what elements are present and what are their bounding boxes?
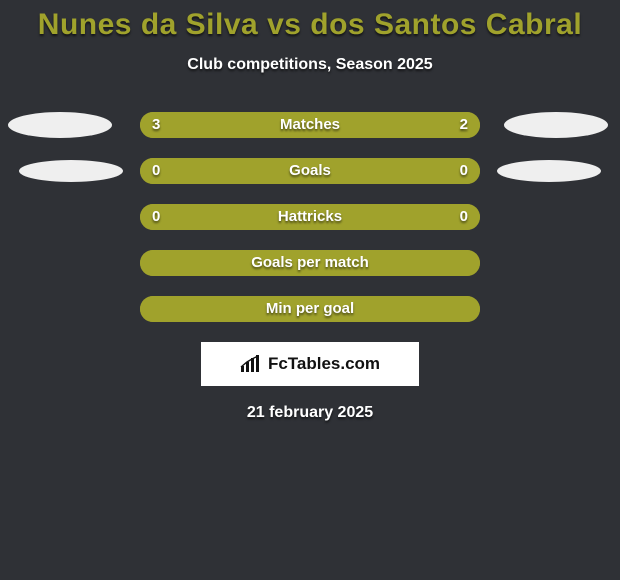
stat-value-left: 0: [152, 204, 160, 230]
player2-name: dos Santos Cabral: [310, 8, 582, 41]
bars-icon: [240, 355, 262, 373]
stat-bar-right: [310, 158, 480, 184]
vs-label: vs: [267, 8, 301, 41]
subtitle: Club competitions, Season 2025: [0, 56, 620, 74]
stat-value-left: 0: [152, 158, 160, 184]
stat-row: Matches32: [0, 112, 620, 138]
stat-bar-left: [140, 112, 344, 138]
page-title: Nunes da Silva vs dos Santos Cabral: [0, 0, 620, 42]
stat-bar: [140, 112, 480, 138]
logo-box: FcTables.com: [201, 342, 419, 386]
stat-bar: [140, 204, 480, 230]
player1-marker: [8, 112, 112, 138]
stat-bar: [140, 250, 480, 276]
stat-value-left: 3: [152, 112, 160, 138]
stat-bar: [140, 296, 480, 322]
stat-bar-left: [140, 204, 310, 230]
stat-bar-right: [310, 204, 480, 230]
stat-bar: [140, 158, 480, 184]
comparison-infographic: Nunes da Silva vs dos Santos Cabral Club…: [0, 0, 620, 580]
player1-marker: [19, 160, 123, 182]
stat-row: Goals00: [0, 158, 620, 184]
stat-row: Min per goal: [0, 296, 620, 322]
logo-text: FcTables.com: [268, 354, 380, 374]
player1-name: Nunes da Silva: [38, 8, 258, 41]
stat-value-right: 0: [460, 158, 468, 184]
stat-bar-right: [310, 296, 480, 322]
stat-row: Hattricks00: [0, 204, 620, 230]
player2-marker: [504, 112, 608, 138]
stat-value-right: 2: [460, 112, 468, 138]
player2-marker: [497, 160, 601, 182]
stat-row: Goals per match: [0, 250, 620, 276]
stat-bar-right: [310, 250, 480, 276]
date-label: 21 february 2025: [0, 404, 620, 422]
stats-rows: Matches32Goals00Hattricks00Goals per mat…: [0, 112, 620, 322]
stat-bar-left: [140, 250, 310, 276]
stat-bar-left: [140, 158, 310, 184]
stat-value-right: 0: [460, 204, 468, 230]
stat-bar-left: [140, 296, 310, 322]
